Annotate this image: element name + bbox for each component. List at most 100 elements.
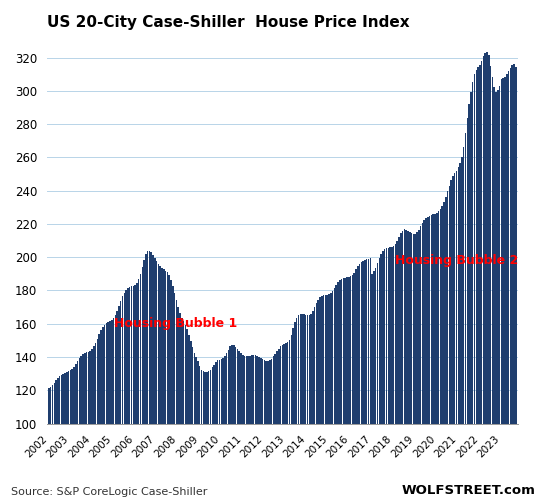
Bar (118, 306, 120, 424)
Bar (438, 212, 440, 424)
Bar (330, 293, 331, 424)
Bar (359, 264, 360, 424)
Bar (335, 284, 337, 424)
Bar (477, 67, 479, 424)
Bar (194, 353, 195, 424)
Bar (186, 329, 188, 424)
Bar (134, 285, 136, 424)
Bar (192, 347, 193, 424)
Bar (490, 66, 491, 424)
Bar (208, 371, 210, 424)
Bar (267, 361, 269, 424)
Bar (172, 286, 174, 424)
Bar (476, 70, 477, 424)
Bar (82, 354, 84, 424)
Bar (346, 277, 348, 424)
Bar (52, 385, 54, 424)
Bar (113, 318, 114, 424)
Bar (222, 358, 224, 424)
Bar (375, 267, 377, 424)
Bar (102, 327, 104, 424)
Bar (316, 303, 317, 424)
Bar (341, 279, 342, 424)
Bar (506, 74, 508, 424)
Bar (461, 157, 462, 424)
Bar (151, 252, 152, 424)
Bar (441, 206, 443, 424)
Bar (456, 171, 458, 424)
Bar (156, 261, 157, 424)
Bar (215, 362, 217, 424)
Bar (488, 55, 490, 424)
Bar (292, 328, 294, 424)
Bar (360, 262, 362, 424)
Bar (163, 269, 164, 424)
Bar (452, 176, 454, 424)
Bar (280, 346, 281, 424)
Bar (123, 293, 125, 424)
Bar (470, 92, 472, 424)
Bar (240, 353, 242, 424)
Bar (414, 234, 416, 424)
Bar (310, 314, 312, 424)
Bar (502, 78, 504, 424)
Bar (305, 314, 306, 424)
Bar (136, 283, 138, 424)
Bar (409, 232, 411, 424)
Bar (90, 351, 91, 424)
Bar (120, 301, 121, 424)
Bar (285, 343, 287, 424)
Bar (308, 315, 310, 424)
Bar (443, 202, 444, 424)
Bar (327, 294, 328, 424)
Bar (254, 355, 256, 424)
Bar (296, 318, 298, 424)
Bar (239, 351, 240, 424)
Bar (436, 213, 437, 424)
Bar (494, 87, 495, 424)
Bar (512, 65, 513, 424)
Bar (129, 287, 130, 424)
Bar (235, 347, 236, 424)
Bar (88, 352, 89, 424)
Bar (483, 56, 484, 424)
Bar (505, 77, 506, 424)
Bar (434, 214, 436, 424)
Bar (317, 299, 319, 424)
Bar (221, 359, 222, 424)
Bar (61, 375, 62, 424)
Bar (143, 259, 145, 424)
Bar (377, 263, 378, 424)
Bar (370, 258, 371, 424)
Bar (307, 315, 308, 424)
Bar (224, 356, 225, 424)
Bar (86, 352, 87, 424)
Bar (174, 293, 175, 424)
Bar (257, 356, 258, 424)
Bar (425, 218, 427, 424)
Bar (77, 361, 79, 424)
Bar (420, 227, 422, 424)
Bar (179, 313, 181, 424)
Bar (339, 280, 341, 424)
Bar (312, 311, 313, 424)
Bar (181, 318, 182, 424)
Bar (97, 339, 98, 424)
Bar (393, 246, 394, 424)
Bar (250, 356, 251, 424)
Bar (323, 295, 324, 424)
Bar (253, 355, 254, 424)
Bar (244, 356, 245, 424)
Bar (418, 230, 419, 424)
Bar (93, 346, 94, 424)
Bar (126, 290, 127, 424)
Bar (424, 220, 425, 424)
Bar (68, 371, 69, 424)
Bar (294, 322, 296, 424)
Bar (133, 286, 134, 424)
Bar (226, 353, 228, 424)
Bar (72, 369, 73, 424)
Bar (445, 197, 447, 424)
Bar (95, 343, 96, 424)
Bar (141, 267, 143, 424)
